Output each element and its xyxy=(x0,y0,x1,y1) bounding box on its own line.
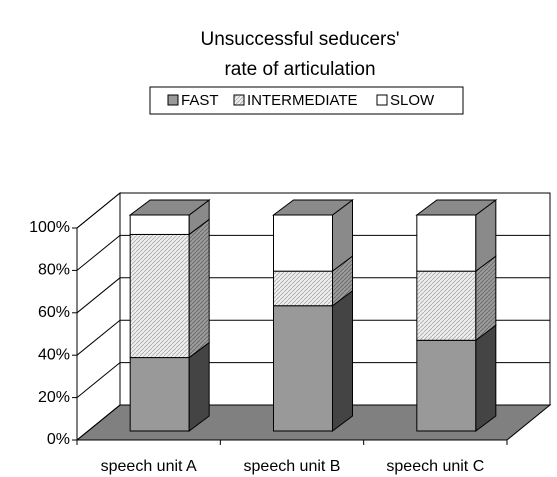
x-tick-label: speech unit B xyxy=(244,458,341,475)
bar-segment xyxy=(416,339,477,432)
y-tick-label: 0% xyxy=(47,431,70,448)
side-wall xyxy=(76,191,121,442)
legend-label: INTERMEDIATE xyxy=(247,92,358,109)
grid-line xyxy=(76,319,550,356)
bar-segment xyxy=(129,233,190,359)
y-tick-label: 100% xyxy=(29,219,70,236)
legend-box xyxy=(149,86,464,115)
bar-top xyxy=(272,199,354,216)
bar-segment xyxy=(129,357,190,432)
x-tick-label: speech unit A xyxy=(101,458,197,475)
bar-top xyxy=(128,199,211,216)
legend-label: FAST xyxy=(181,92,219,109)
legend-swatch xyxy=(376,94,388,106)
bar-side xyxy=(332,289,353,432)
bar-segment xyxy=(273,270,333,307)
bar-segment xyxy=(129,214,190,235)
grid-line xyxy=(76,277,550,314)
y-tick-label: 80% xyxy=(38,262,70,279)
legend-label: SLOW xyxy=(390,92,435,109)
bar-segment xyxy=(416,214,477,272)
y-tick-label: 60% xyxy=(38,304,70,321)
grid-line xyxy=(76,192,550,229)
grid-line xyxy=(76,234,550,271)
legend-swatch xyxy=(167,94,179,106)
bar-side xyxy=(188,218,210,359)
grid-line xyxy=(76,362,550,398)
bar-top xyxy=(415,199,498,216)
bar-segment xyxy=(273,214,333,272)
chart-title: rate of articulation xyxy=(224,59,375,80)
grid-line xyxy=(76,404,550,441)
y-tick-label: 20% xyxy=(38,389,70,406)
bar-side xyxy=(475,324,497,432)
bar-segment xyxy=(416,270,477,341)
chart-title: Unsuccessful seducers' xyxy=(201,29,400,50)
x-tick-label: speech unit C xyxy=(386,458,484,475)
bar-segment xyxy=(273,305,333,432)
y-tick-label: 40% xyxy=(38,346,70,363)
legend-swatch xyxy=(233,94,245,106)
